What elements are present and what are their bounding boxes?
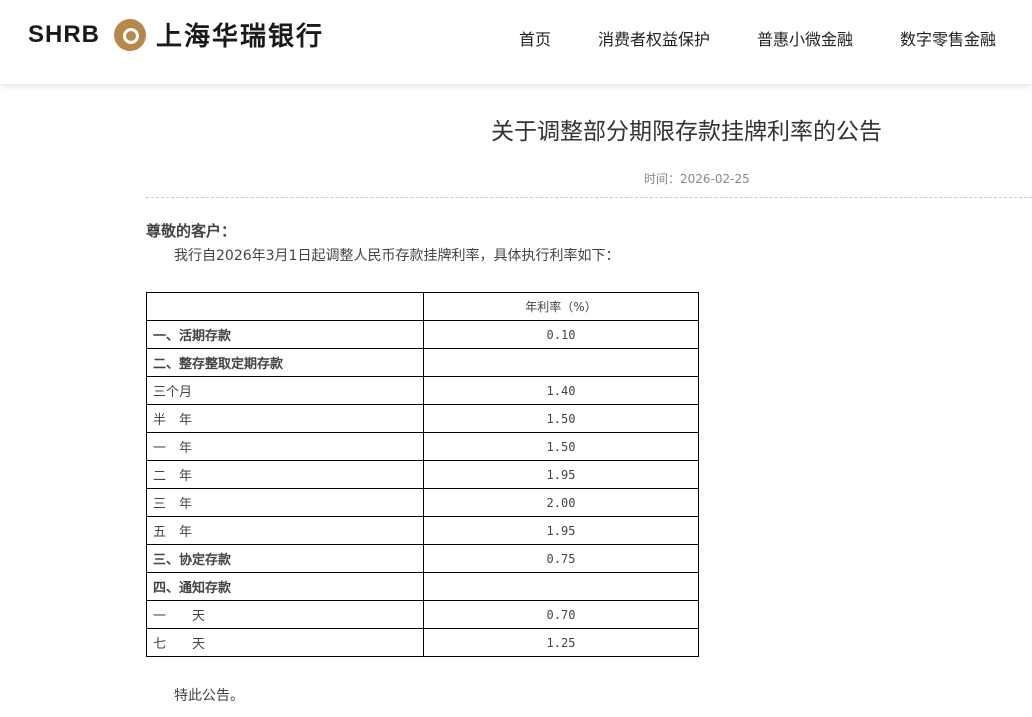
logo-en: SHRB: [28, 20, 101, 48]
row-label: 三、协定存款: [146, 544, 424, 573]
site-header: SHRB 上海华瑞银行 首页 消费者权益保护 普惠小微金融 数字零售金融: [0, 0, 1032, 84]
row-rate: 1.40: [423, 376, 699, 405]
row-rate: 1.25: [423, 628, 699, 657]
emblem-icon: [114, 18, 147, 51]
nav-digital-retail[interactable]: 数字零售金融: [899, 30, 996, 49]
table-row: 四、通知存款: [146, 572, 699, 601]
row-label: 七 天: [146, 628, 424, 657]
row-rate: [423, 348, 699, 377]
table-row: 七 天 1.25: [146, 628, 699, 657]
table-row: 二 年 1.95: [146, 460, 699, 489]
row-label: 四、通知存款: [146, 572, 424, 601]
row-label: 三 年: [146, 488, 424, 517]
table-row: 三个月 1.40: [146, 376, 699, 405]
table-header-row: 年利率（%）: [146, 292, 699, 321]
header-cell: 年利率（%）: [423, 292, 699, 321]
nav-home[interactable]: 首页: [518, 30, 551, 49]
table-row: 一 年 1.50: [146, 432, 699, 461]
row-rate: 0.70: [423, 600, 699, 629]
row-label: 二、整存整取定期存款: [146, 348, 424, 377]
closing-text: 特此公告。: [174, 688, 244, 704]
intro-text: 我行自2026年3月1日起调整人民币存款挂牌利率，具体执行利率如下：: [174, 248, 620, 264]
logo-cn: 上海华瑞银行: [156, 22, 325, 52]
row-label: 半 年: [146, 404, 424, 433]
publish-time: 时间：2026-02-25: [644, 172, 750, 186]
header-cell: [146, 292, 424, 321]
row-label: 一 年: [146, 432, 424, 461]
page-title: 关于调整部分期限存款挂牌利率的公告: [491, 119, 882, 145]
bank-logo[interactable]: SHRB 上海华瑞银行: [28, 16, 324, 53]
table-row: 一、活期存款 0.10: [146, 320, 699, 349]
row-rate: 2.00: [423, 488, 699, 517]
table-row: 三 年 2.00: [146, 488, 699, 517]
row-label: 一、活期存款: [146, 320, 424, 349]
row-rate: 1.50: [423, 432, 699, 461]
row-rate: 1.95: [423, 516, 699, 545]
table-row: 一 天 0.70: [146, 600, 699, 629]
rate-table: 年利率（%） 一、活期存款 0.10 二、整存整取定期存款 三个月 1.40 半 年 1.5…: [146, 292, 699, 657]
nav-inclusive-finance[interactable]: 普惠小微金融: [756, 30, 853, 49]
row-label: 一 天: [146, 600, 424, 629]
main-nav: 首页 消费者权益保护 普惠小微金融 数字零售金融: [519, 26, 996, 50]
row-label: 五 年: [146, 516, 424, 545]
row-label: 二 年: [146, 460, 424, 489]
table-row: 五 年 1.95: [146, 516, 699, 545]
table-row: 半 年 1.50: [146, 404, 699, 433]
row-label: 三个月: [146, 376, 424, 405]
table-row: 三、协定存款 0.75: [146, 544, 699, 573]
table-row: 二、整存整取定期存款: [146, 348, 699, 377]
row-rate: 1.50: [423, 404, 699, 433]
row-rate: [423, 572, 699, 601]
greeting: 尊敬的客户：: [146, 222, 237, 240]
row-rate: 0.10: [423, 320, 699, 349]
divider: [146, 197, 1032, 198]
row-rate: 1.95: [423, 460, 699, 489]
nav-consumer-protection[interactable]: 消费者权益保护: [597, 30, 710, 49]
row-rate: 0.75: [423, 544, 699, 573]
